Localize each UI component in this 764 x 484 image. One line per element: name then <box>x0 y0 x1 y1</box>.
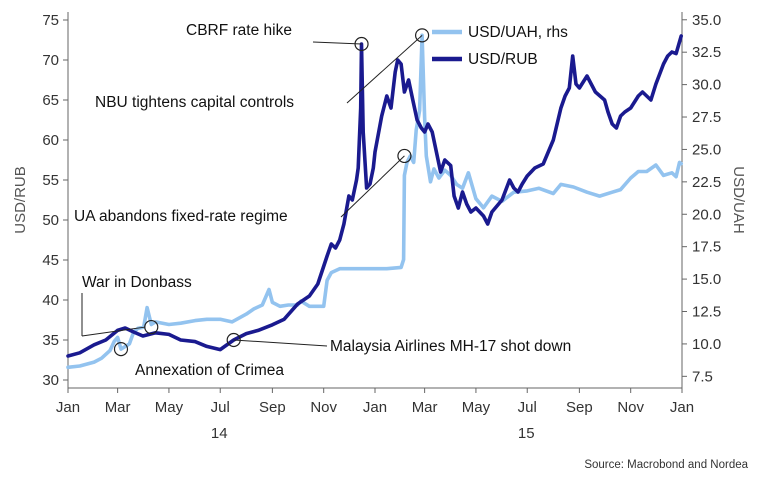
x-tick-label: Mar <box>412 399 438 416</box>
annotation-nbu-capital-controls: NBU tightens capital controls <box>95 94 294 111</box>
y-left-ticks: 30 35 40 45 50 55 60 65 70 75 <box>42 12 68 389</box>
y-left-tick-label: 40 <box>42 292 59 309</box>
x-tick-label: Sep <box>259 399 286 416</box>
y-right-tick-label: 32.5 <box>692 44 721 61</box>
annotation-marker-circle <box>354 36 369 52</box>
y-right-tick-label: 17.5 <box>692 239 721 256</box>
legend-label-usd-rub: USD/RUB <box>468 51 538 68</box>
y-right-tick-label: 20.0 <box>692 206 721 223</box>
y-right-tick-label: 12.5 <box>692 304 721 321</box>
annotation-marker-circle <box>397 148 412 164</box>
y-left-tick-label: 30 <box>42 372 59 389</box>
y-right-tick-label: 10.0 <box>692 336 721 353</box>
source-note: Source: Macrobond and Nordea <box>584 459 748 471</box>
y-right-tick-label: 30.0 <box>692 77 721 94</box>
x-tick-label: Jan <box>670 399 694 416</box>
annotations: CBRF rate hike NBU tightens capital contr… <box>74 22 571 379</box>
x-tick-label: Sep <box>566 399 593 416</box>
annotation-war-donbass: War in Donbass <box>82 274 192 291</box>
y-right-tick-label: 25.0 <box>692 141 721 158</box>
y-right-tick-label: 27.5 <box>692 109 721 126</box>
annotation-cbrf-rate-hike: CBRF rate hike <box>186 22 292 39</box>
annotation-leader-line <box>340 155 405 218</box>
y-axis-left-label: USD/RUB <box>12 166 29 234</box>
x-year-label: 14 <box>211 425 228 442</box>
x-tick-label: Jul <box>211 399 230 416</box>
x-tick-label: Jan <box>363 399 387 416</box>
y-left-tick-label: 45 <box>42 252 59 269</box>
y-left-tick-label: 55 <box>42 172 59 189</box>
x-tick-label: Nov <box>310 399 337 416</box>
y-axis-right-label: USD/UAH <box>730 166 747 234</box>
y-left-tick-label: 70 <box>42 52 59 69</box>
annotation-leader-line <box>233 339 328 347</box>
legend: USD/UAH, rhs USD/RUB <box>432 24 568 68</box>
x-tick-label: Jan <box>56 399 80 416</box>
x-axis-ticks: Jan Mar May Jul Sep Nov Jan Mar May Jul Sep Nov Jan <box>56 388 694 416</box>
annotation-marker-circle <box>226 332 241 348</box>
annotation-marker-circle <box>144 319 159 335</box>
x-tick-label: Mar <box>105 399 131 416</box>
y-right-tick-label: 22.5 <box>692 174 721 191</box>
annotation-leader-line <box>346 34 423 104</box>
y-right-tick-label: 7.5 <box>692 368 713 385</box>
y-left-tick-label: 75 <box>42 12 59 29</box>
legend-label-usd-uah: USD/UAH, rhs <box>468 24 568 41</box>
y-left-tick-label: 35 <box>42 332 59 349</box>
y-right-tick-label: 15.0 <box>692 271 721 288</box>
x-year-label: 15 <box>518 425 535 442</box>
y-left-tick-label: 60 <box>42 132 59 149</box>
x-year-labels: 14 15 <box>211 425 535 442</box>
series-lines <box>66 33 684 370</box>
annotation-ua-fixed-rate: UA abandons fixed-rate regime <box>74 208 288 225</box>
y-right-ticks: 7.5 10.0 12.5 15.0 17.5 20.0 22.5 25.0 27.5 30.0 3… <box>682 12 721 385</box>
x-tick-label: Jul <box>518 399 537 416</box>
series-line-usd-rub <box>66 34 684 358</box>
series-line-usd-uah <box>66 33 684 370</box>
y-left-tick-label: 65 <box>42 92 59 109</box>
x-tick-label: May <box>155 399 184 416</box>
annotation-leader-line <box>81 326 146 337</box>
x-tick-label: Nov <box>617 399 644 416</box>
y-right-tick-label: 35.0 <box>692 12 721 29</box>
annotation-marker-circle <box>113 342 129 357</box>
y-left-tick-label: 50 <box>42 212 59 229</box>
annotation-leader-line <box>312 41 362 45</box>
x-tick-label: May <box>462 399 491 416</box>
annotation-marker-circle <box>415 28 430 43</box>
annotation-crimea: Annexation of Crimea <box>135 362 284 379</box>
annotation-mh17: Malaysia Airlines MH-17 shot down <box>330 338 571 355</box>
